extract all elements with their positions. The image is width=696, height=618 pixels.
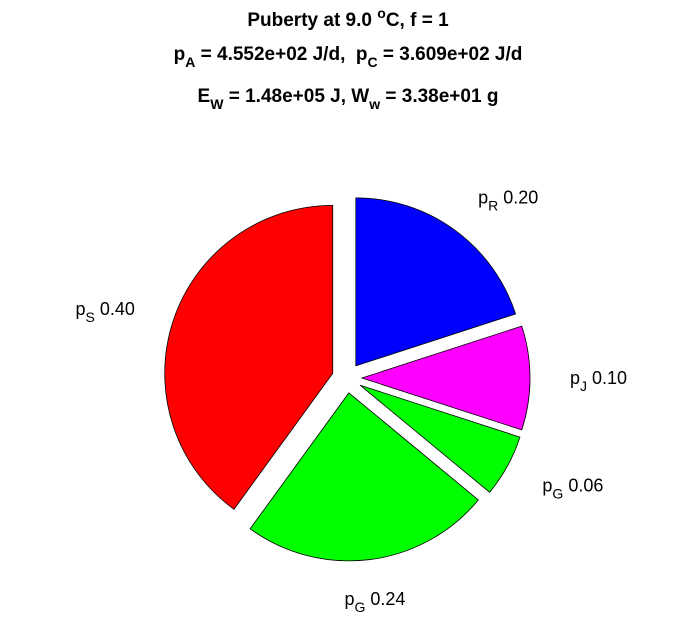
pie-slice	[249, 392, 479, 562]
title-segment: w	[368, 96, 380, 112]
title-segment: p	[174, 44, 186, 65]
title-segment: C, f = 1	[386, 10, 449, 31]
pie-slice	[355, 197, 517, 367]
title-segment: o	[377, 5, 386, 21]
label-base: p	[76, 299, 86, 319]
slice-label: pS 0.40	[76, 299, 135, 325]
label-sub: S	[86, 309, 95, 325]
label-sub: J	[580, 378, 587, 394]
slice-label: pG 0.24	[344, 589, 405, 615]
title-segment: A	[185, 54, 195, 70]
pie-slice	[164, 204, 334, 510]
value-label: 0.24	[370, 589, 405, 609]
title-segment: C	[368, 54, 378, 70]
label-base: p	[478, 188, 488, 208]
value-label: 0.10	[592, 368, 627, 388]
chart-title-line: EW = 1.48e+05 J, Ww = 3.38e+01 g	[198, 86, 499, 112]
label-sub: G	[354, 599, 365, 615]
label-sub: R	[488, 198, 498, 214]
chart-title-line: Puberty at 9.0 oC, f = 1	[247, 5, 449, 31]
title-segment: = 3.609e+02 J/d	[378, 44, 523, 65]
value-label: 0.40	[100, 299, 135, 319]
slice-label: pJ 0.10	[570, 368, 627, 394]
slice-label: pR 0.20	[478, 188, 538, 214]
title-segment: E	[198, 86, 211, 107]
title-segment: Puberty at 9.0	[247, 10, 377, 31]
chart-title-line: pA = 4.552e+02 J/d, pC = 3.609e+02 J/d	[174, 44, 523, 70]
title-segment: = 4.552e+02 J/d, p	[195, 44, 367, 65]
title-segment: W	[210, 96, 224, 112]
value-label: 0.20	[503, 188, 538, 208]
pie-slice	[359, 384, 521, 493]
label-base: p	[542, 475, 552, 495]
title-segment: = 1.48e+05 J, W	[223, 86, 369, 107]
label-base: p	[344, 589, 354, 609]
value-label: 0.06	[568, 475, 603, 495]
label-sub: G	[552, 485, 563, 501]
slice-label: pG 0.06	[542, 475, 603, 501]
pie-slice	[360, 325, 531, 431]
label-base: p	[570, 368, 580, 388]
title-segment: = 3.38e+01 g	[380, 86, 498, 107]
